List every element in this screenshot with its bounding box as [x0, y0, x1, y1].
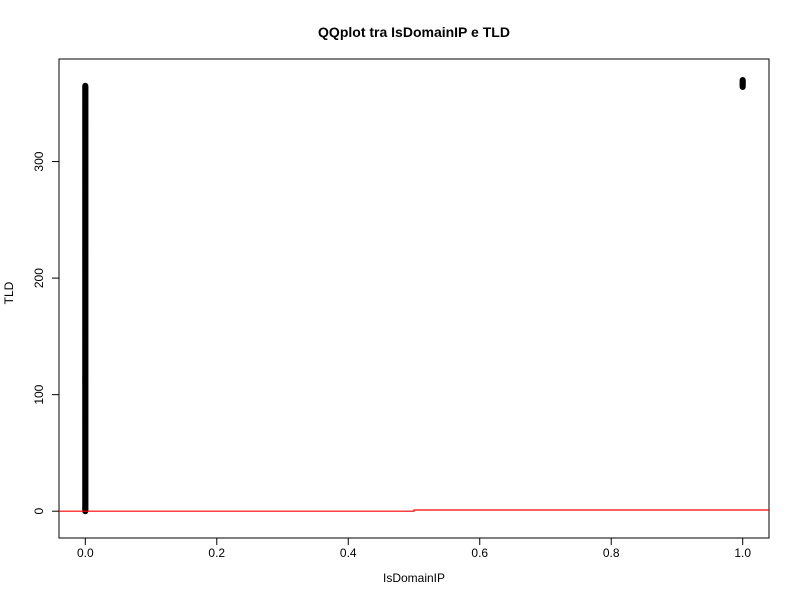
- x-tick-label: 0.4: [340, 546, 357, 560]
- x-tick-label: 0.8: [603, 546, 620, 560]
- chart-title: QQplot tra IsDomainIP e TLD: [318, 24, 510, 40]
- reference-line: [59, 509, 769, 512]
- plot-area: 0.0 0.2 0.4 0.6 0.8 1.0 0 100 200 300: [32, 58, 770, 560]
- data-point: [82, 82, 89, 89]
- x-axis-label: IsDomainIP: [383, 571, 445, 585]
- x-tick-label: 0.6: [471, 546, 488, 560]
- x-tick-label: 0.2: [208, 546, 225, 560]
- x-tick-label: 0.0: [77, 546, 94, 560]
- y-tick-label: 100: [32, 384, 46, 404]
- data-point: [739, 76, 746, 83]
- y-axis-label: TLD: [2, 281, 16, 304]
- x-tick-label: 1.0: [734, 546, 751, 560]
- plot-frame: [58, 58, 770, 539]
- y-tick-label: 300: [32, 151, 46, 171]
- y-tick-label: 0: [32, 508, 46, 515]
- y-tick-label: 200: [32, 268, 46, 288]
